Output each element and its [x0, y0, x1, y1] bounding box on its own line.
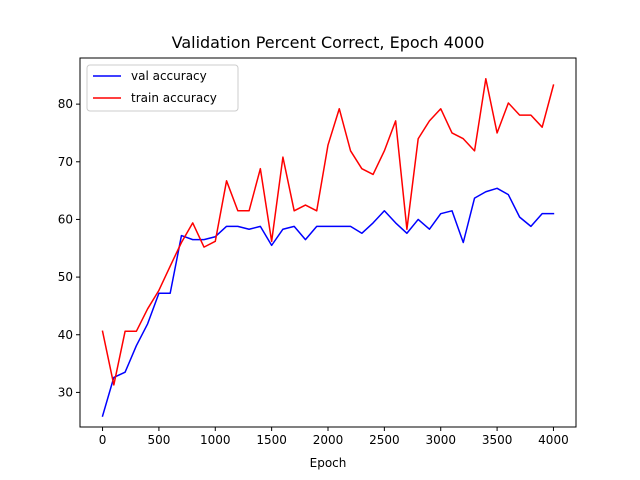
legend-box [86, 64, 239, 112]
plot-frame [79, 57, 577, 428]
x-tick-label: 500 [147, 433, 170, 447]
series-line-0 [101, 187, 555, 417]
x-tick-label: 2500 [369, 433, 400, 447]
chart-title: Validation Percent Correct, Epoch 4000 [172, 33, 485, 52]
y-tick-label: 30 [58, 385, 73, 399]
y-tick-label: 60 [58, 212, 73, 226]
y-tick-label: 40 [58, 328, 73, 342]
y-axis: 30 40 50 60 70 80 [58, 97, 80, 399]
series-layer [101, 78, 555, 417]
x-tick-label: 0 [99, 433, 107, 447]
y-tick-label: 50 [58, 270, 73, 284]
x-tick-label: 3000 [425, 433, 456, 447]
legend-label-0: val accuracy [131, 69, 207, 83]
legend-label-1: train accuracy [131, 91, 217, 105]
x-tick-label: 1500 [256, 433, 287, 447]
y-tick-label: 80 [58, 97, 73, 111]
legend: val accuracy train accuracy [86, 64, 239, 112]
x-axis: 0 500 1000 1500 2000 2500 3000 3500 4000 [99, 427, 569, 447]
x-tick-label: 4000 [538, 433, 569, 447]
x-tick-label: 2000 [313, 433, 344, 447]
x-tick-label: 3500 [482, 433, 513, 447]
y-tick-label: 70 [58, 155, 73, 169]
series-line-1 [101, 78, 555, 386]
x-tick-label: 1000 [200, 433, 231, 447]
x-axis-label: Epoch [310, 456, 347, 470]
